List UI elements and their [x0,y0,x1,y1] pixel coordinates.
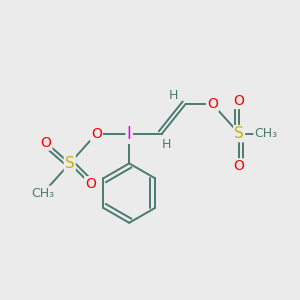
Text: CH₃: CH₃ [32,187,55,200]
Text: S: S [65,156,75,171]
Text: H: H [162,138,171,151]
Text: I: I [127,125,132,143]
Text: O: O [207,97,218,111]
Text: S: S [234,126,244,141]
Text: O: O [234,94,244,108]
Text: O: O [40,136,51,150]
Text: O: O [85,177,96,191]
Text: O: O [91,127,102,141]
Text: H: H [169,88,178,101]
Text: CH₃: CH₃ [254,127,278,140]
Text: O: O [234,159,244,173]
